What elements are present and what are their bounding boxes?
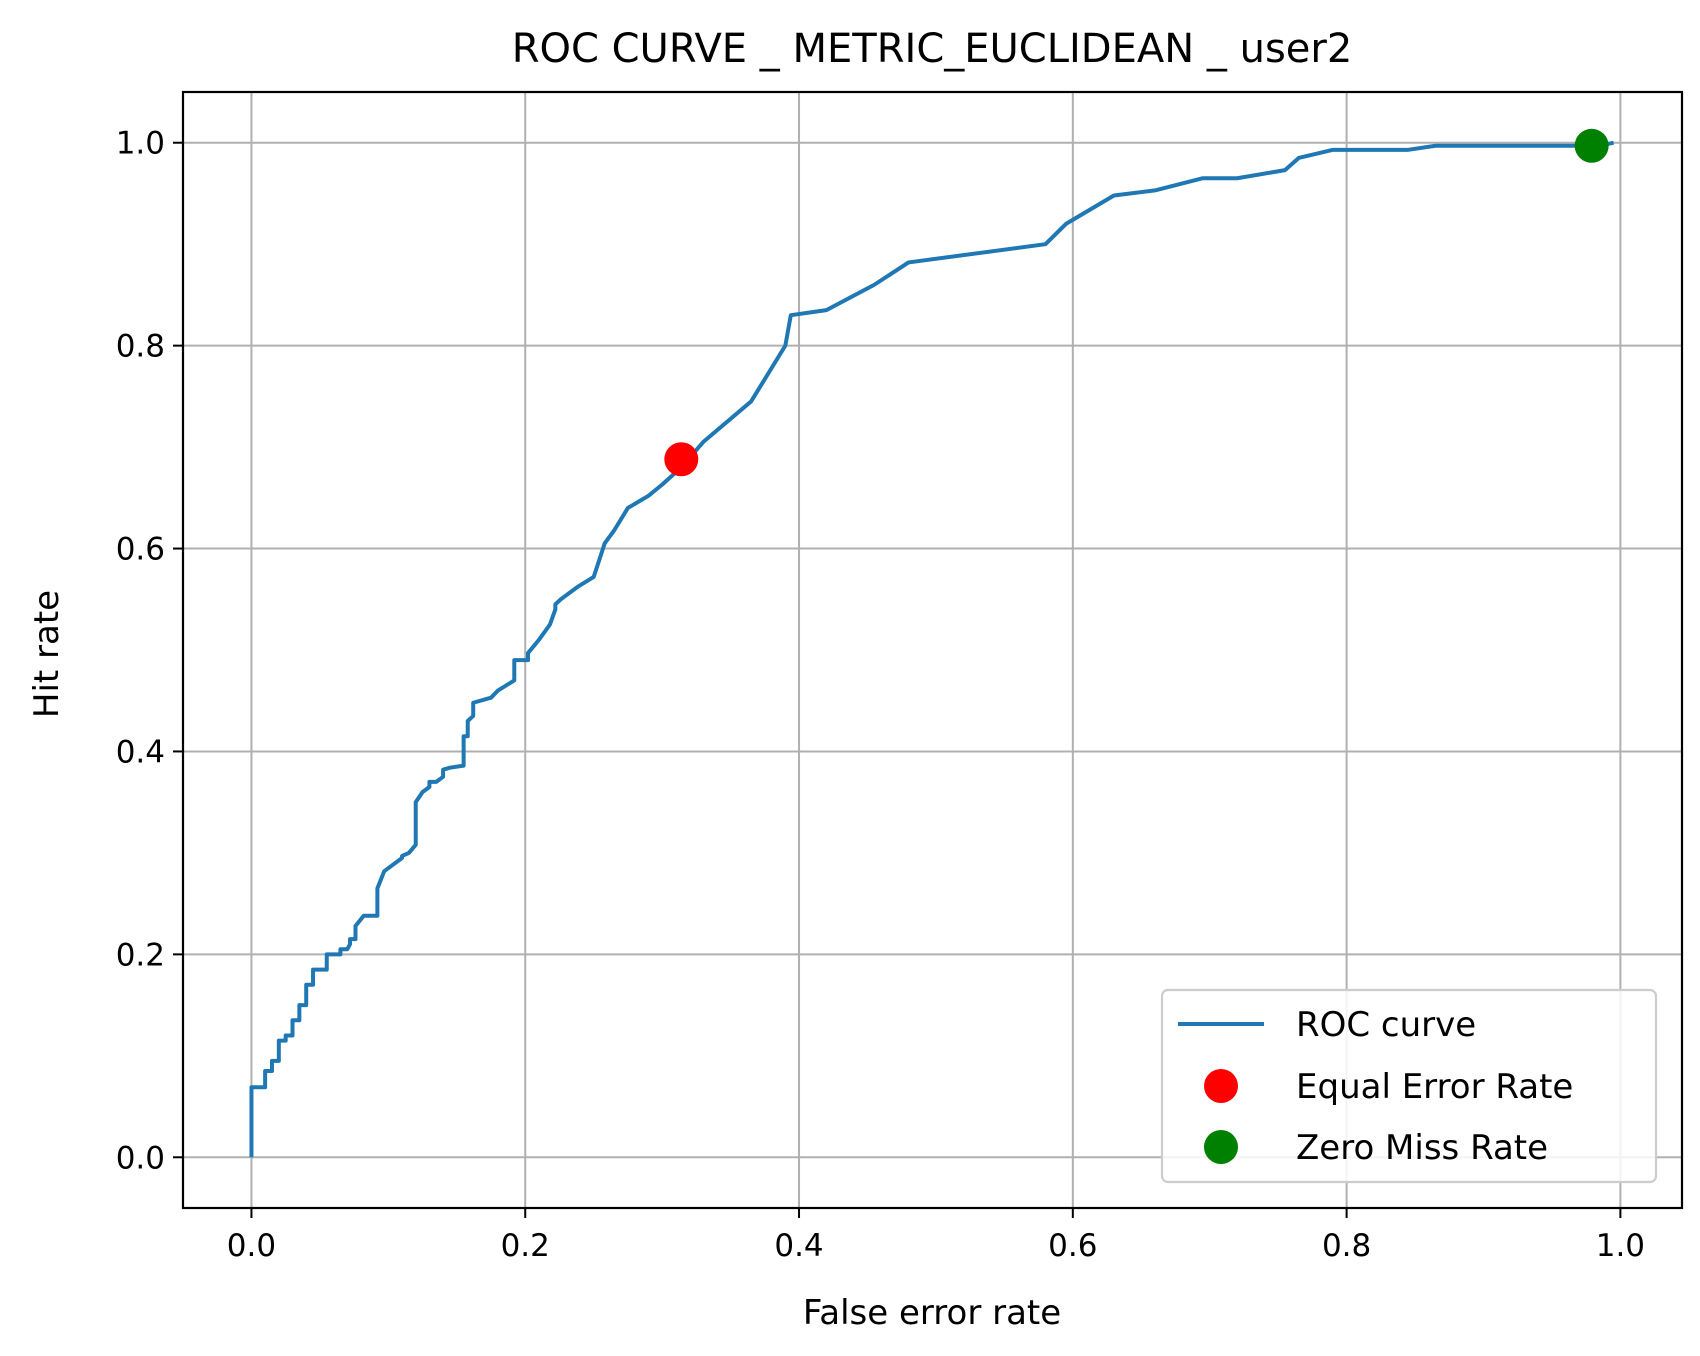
plot-series [249, 128, 1614, 1158]
equal-error-rate-point [664, 442, 699, 477]
y-tick-label: 1.0 [116, 126, 165, 162]
x-axis-label: False error rate [803, 1293, 1061, 1333]
legend-zero-miss-rate-marker [1204, 1130, 1238, 1164]
legend-equal-error-rate-marker [1204, 1069, 1238, 1103]
y-tick-label: 0.6 [116, 532, 165, 568]
x-tick-label: 0.4 [774, 1228, 823, 1264]
x-tick-label: 1.0 [1596, 1228, 1645, 1264]
legend-roc-curve-label: ROC curve [1296, 1005, 1476, 1045]
plot-frame [181, 90, 1684, 1210]
legend-box [1160, 988, 1658, 1184]
x-tick-label: 0.0 [227, 1228, 276, 1264]
zero-miss-rate-point [1574, 128, 1609, 163]
y-axis-ticks: 0.0 0.2 0.4 0.6 0.8 1.0 [116, 126, 183, 1176]
legend-equal-error-rate-label: Equal Error Rate [1296, 1067, 1573, 1107]
roc-curve-line [249, 140, 1614, 1158]
y-tick-label: 0.4 [116, 734, 165, 770]
y-tick-label: 0.8 [116, 329, 165, 365]
y-tick-label: 0.0 [116, 1140, 165, 1176]
x-tick-label: 0.6 [1048, 1228, 1097, 1264]
legend: ROC curve Equal Error Rate Zero Miss Rat… [1160, 988, 1658, 1184]
x-tick-label: 0.2 [501, 1228, 550, 1264]
chart-title: ROC CURVE _ METRIC_EUCLIDEAN _ user2 [512, 26, 1353, 72]
legend-zero-miss-rate-label: Zero Miss Rate [1296, 1128, 1548, 1168]
x-tick-label: 0.8 [1322, 1228, 1371, 1264]
y-tick-label: 0.2 [116, 937, 165, 973]
grid-lines [183, 92, 1682, 1208]
y-axis-label: Hit rate [27, 590, 67, 718]
x-axis-ticks: 0.0 0.2 0.4 0.6 0.8 1.0 [227, 1208, 1645, 1264]
